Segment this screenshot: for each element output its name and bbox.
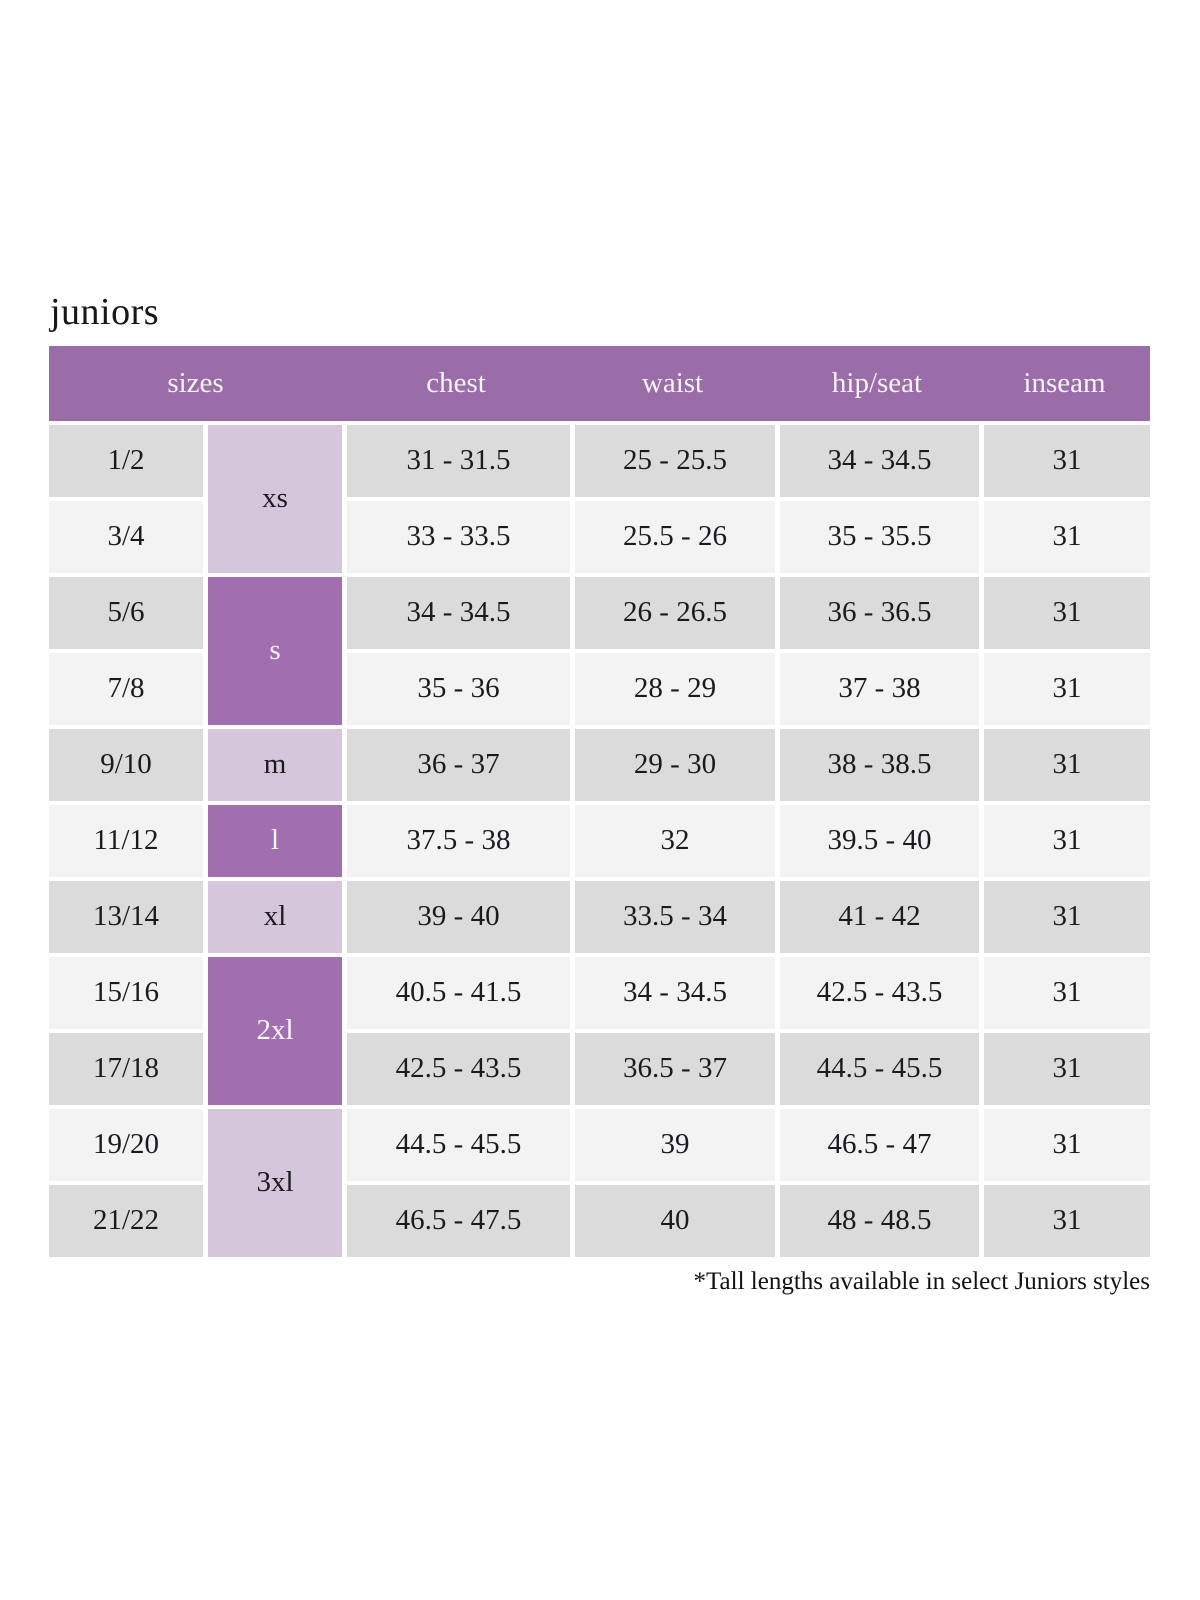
cell-size: 17/18 xyxy=(49,1032,203,1105)
cell-waist: 26 - 26.5 xyxy=(575,576,775,649)
cell-inseam: 31 xyxy=(984,804,1150,877)
cell-hip-seat: 38 - 38.5 xyxy=(780,728,979,801)
size-group-m: m xyxy=(208,728,342,801)
size-group-xl: xl xyxy=(208,880,342,953)
cell-size: 3/4 xyxy=(49,500,203,573)
cell-chest: 37.5 - 38 xyxy=(347,804,570,877)
size-group-l: l xyxy=(208,804,342,877)
cell-chest: 39 - 40 xyxy=(347,880,570,953)
column-header-sizes: sizes xyxy=(167,366,224,399)
cell-hip-seat: 46.5 - 47 xyxy=(780,1108,979,1181)
size-chart-content: juniors sizes chest waist hip/seat insea… xyxy=(49,291,1150,1296)
cell-hip-seat: 41 - 42 xyxy=(780,880,979,953)
cell-waist: 40 xyxy=(575,1184,775,1257)
size-group-s: s xyxy=(208,576,342,725)
cell-inseam: 31 xyxy=(984,728,1150,801)
column-header-chest: chest xyxy=(426,366,486,399)
size-group-3xl: 3xl xyxy=(208,1108,342,1257)
cell-waist: 36.5 - 37 xyxy=(575,1032,775,1105)
cell-inseam: 31 xyxy=(984,1108,1150,1181)
cell-size: 9/10 xyxy=(49,728,203,801)
size-group-2xl: 2xl xyxy=(208,956,342,1105)
cell-inseam: 31 xyxy=(984,1184,1150,1257)
cell-waist: 25.5 - 26 xyxy=(575,500,775,573)
cell-waist: 25 - 25.5 xyxy=(575,424,775,497)
table-body: xs s m l xl 2xl 3xl 1/2 31 - 31.5 25 - 2… xyxy=(49,424,1150,1257)
cell-chest: 31 - 31.5 xyxy=(347,424,570,497)
cell-size: 11/12 xyxy=(49,804,203,877)
column-header-inseam: inseam xyxy=(1023,366,1106,399)
page-title: juniors xyxy=(50,291,160,333)
cell-waist: 29 - 30 xyxy=(575,728,775,801)
cell-hip-seat: 34 - 34.5 xyxy=(780,424,979,497)
cell-size: 5/6 xyxy=(49,576,203,649)
cell-hip-seat: 39.5 - 40 xyxy=(780,804,979,877)
cell-hip-seat: 37 - 38 xyxy=(780,652,979,725)
cell-inseam: 31 xyxy=(984,500,1150,573)
cell-waist: 39 xyxy=(575,1108,775,1181)
cell-chest: 42.5 - 43.5 xyxy=(347,1032,570,1105)
column-header-hip-seat: hip/seat xyxy=(831,366,923,399)
cell-size: 13/14 xyxy=(49,880,203,953)
juniors-size-table: sizes chest waist hip/seat inseam xs s m… xyxy=(49,345,1150,1257)
cell-inseam: 31 xyxy=(984,424,1150,497)
cell-chest: 46.5 - 47.5 xyxy=(347,1184,570,1257)
tall-lengths-footnote: *Tall lengths available in select Junior… xyxy=(693,1267,1150,1295)
cell-hip-seat: 35 - 35.5 xyxy=(780,500,979,573)
cell-inseam: 31 xyxy=(984,652,1150,725)
cell-inseam: 31 xyxy=(984,1032,1150,1105)
cell-chest: 36 - 37 xyxy=(347,728,570,801)
cell-waist: 33.5 - 34 xyxy=(575,880,775,953)
cell-size: 1/2 xyxy=(49,424,203,497)
cell-inseam: 31 xyxy=(984,956,1150,1029)
column-header-waist: waist xyxy=(641,366,704,399)
cell-chest: 33 - 33.5 xyxy=(347,500,570,573)
cell-size: 21/22 xyxy=(49,1184,203,1257)
cell-inseam: 31 xyxy=(984,576,1150,649)
cell-hip-seat: 42.5 - 43.5 xyxy=(780,956,979,1029)
cell-hip-seat: 48 - 48.5 xyxy=(780,1184,979,1257)
cell-size: 7/8 xyxy=(49,652,203,725)
cell-chest: 44.5 - 45.5 xyxy=(347,1108,570,1181)
cell-inseam: 31 xyxy=(984,880,1150,953)
table-header-row: sizes chest waist hip/seat inseam xyxy=(49,345,1150,421)
cell-hip-seat: 44.5 - 45.5 xyxy=(780,1032,979,1105)
size-group-xs: xs xyxy=(208,424,342,573)
cell-waist: 32 xyxy=(575,804,775,877)
cell-chest: 40.5 - 41.5 xyxy=(347,956,570,1029)
cell-size: 19/20 xyxy=(49,1108,203,1181)
cell-size: 15/16 xyxy=(49,956,203,1029)
cell-chest: 34 - 34.5 xyxy=(347,576,570,649)
cell-waist: 34 - 34.5 xyxy=(575,956,775,1029)
cell-hip-seat: 36 - 36.5 xyxy=(780,576,979,649)
cell-chest: 35 - 36 xyxy=(347,652,570,725)
cell-waist: 28 - 29 xyxy=(575,652,775,725)
